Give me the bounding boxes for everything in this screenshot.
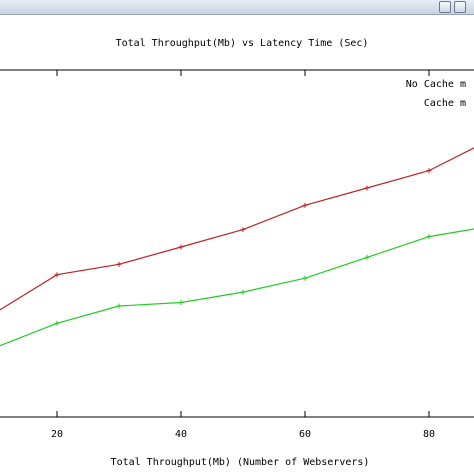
data-point bbox=[116, 303, 122, 309]
legend-label: No Cache m bbox=[406, 79, 466, 90]
x-tick-label: 40 bbox=[175, 429, 187, 440]
data-point bbox=[302, 202, 308, 208]
series-layer bbox=[0, 147, 474, 347]
data-point bbox=[426, 234, 432, 240]
data-point bbox=[426, 168, 432, 174]
x-tick-label: 60 bbox=[299, 429, 311, 440]
legend-label: Cache m bbox=[424, 98, 466, 109]
data-point bbox=[116, 261, 122, 267]
data-point bbox=[364, 185, 370, 191]
series-line bbox=[0, 147, 474, 311]
window-title-bar bbox=[0, 0, 474, 15]
data-point bbox=[364, 254, 370, 260]
data-point bbox=[240, 289, 246, 295]
data-point bbox=[240, 227, 246, 233]
x-axis-label: Total Throughput(Mb) (Number of Webserve… bbox=[111, 457, 370, 468]
x-axis: 20 40 60 80 bbox=[51, 70, 435, 440]
legend: No Cache m Cache m bbox=[406, 79, 466, 109]
x-tick-label: 80 bbox=[423, 429, 435, 440]
data-point bbox=[178, 244, 184, 250]
window-maximize-button[interactable] bbox=[439, 1, 451, 13]
data-point bbox=[54, 272, 60, 278]
x-tick-label: 20 bbox=[51, 429, 63, 440]
plot-frame bbox=[0, 69, 474, 418]
data-point bbox=[178, 299, 184, 305]
window-close-button[interactable] bbox=[454, 1, 466, 13]
series-line bbox=[0, 228, 474, 347]
data-point bbox=[54, 320, 60, 326]
chart-title: Total Throughput(Mb) vs Latency Time (Se… bbox=[116, 38, 369, 49]
data-point bbox=[302, 275, 308, 281]
